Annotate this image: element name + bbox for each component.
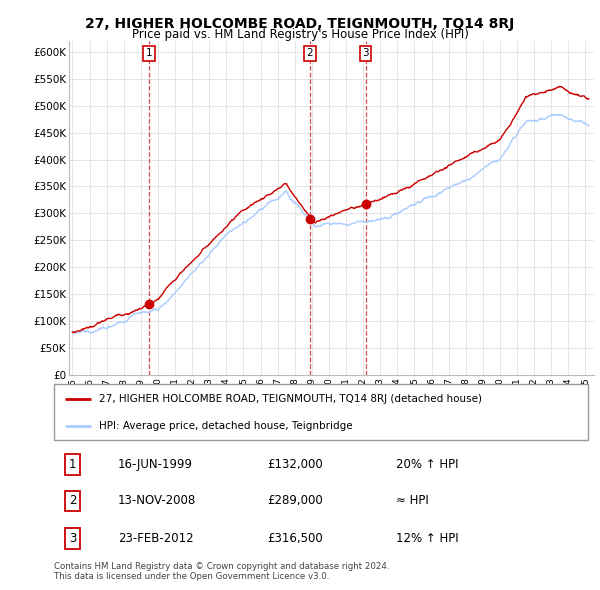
Text: 1: 1 [69,458,76,471]
Text: 20% ↑ HPI: 20% ↑ HPI [396,458,458,471]
Text: 27, HIGHER HOLCOMBE ROAD, TEIGNMOUTH, TQ14 8RJ (detached house): 27, HIGHER HOLCOMBE ROAD, TEIGNMOUTH, TQ… [100,394,482,404]
Text: 2: 2 [306,48,313,58]
Text: £289,000: £289,000 [268,494,323,507]
Text: 16-JUN-1999: 16-JUN-1999 [118,458,193,471]
Text: £132,000: £132,000 [268,458,323,471]
Text: 3: 3 [69,532,76,545]
Text: 27, HIGHER HOLCOMBE ROAD, TEIGNMOUTH, TQ14 8RJ: 27, HIGHER HOLCOMBE ROAD, TEIGNMOUTH, TQ… [85,17,515,31]
Text: Price paid vs. HM Land Registry's House Price Index (HPI): Price paid vs. HM Land Registry's House … [131,28,469,41]
FancyBboxPatch shape [54,384,588,440]
Text: 12% ↑ HPI: 12% ↑ HPI [396,532,458,545]
Text: Contains HM Land Registry data © Crown copyright and database right 2024.
This d: Contains HM Land Registry data © Crown c… [54,562,389,581]
Text: ≈ HPI: ≈ HPI [396,494,428,507]
Text: 13-NOV-2008: 13-NOV-2008 [118,494,196,507]
Text: 3: 3 [362,48,369,58]
Text: 23-FEB-2012: 23-FEB-2012 [118,532,194,545]
Text: £316,500: £316,500 [268,532,323,545]
Text: 1: 1 [145,48,152,58]
Text: 2: 2 [69,494,76,507]
Text: HPI: Average price, detached house, Teignbridge: HPI: Average price, detached house, Teig… [100,421,353,431]
